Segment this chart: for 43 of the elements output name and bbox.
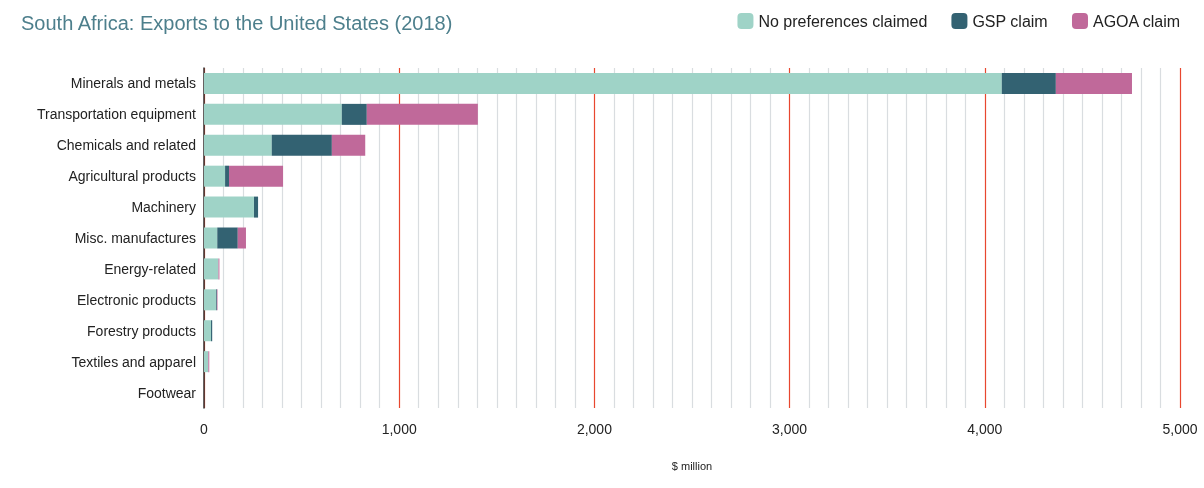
x-tick-label: 3,000 [772, 421, 808, 437]
bar [331, 134, 366, 156]
legend-label: No preferences claimed [758, 12, 928, 30]
bar [341, 103, 367, 125]
bar [237, 227, 246, 249]
x-axis-title: $ million [671, 459, 713, 472]
bar [204, 320, 212, 342]
bar [204, 72, 1002, 94]
x-tick-label: 1,000 [381, 421, 417, 437]
y-tick-label: Energy-related [104, 260, 196, 277]
bar [204, 134, 272, 156]
y-tick-label: Footwear [137, 384, 197, 401]
y-tick-label: Forestry products [87, 322, 196, 339]
x-tick-label: 0 [200, 421, 209, 437]
y-tick-label: Textiles and apparel [71, 353, 196, 370]
bar [217, 227, 238, 249]
bar [204, 103, 342, 125]
y-tick-label: Minerals and metals [70, 75, 196, 92]
bar [204, 227, 218, 249]
bar [204, 165, 226, 187]
bar [366, 103, 478, 125]
bar [1055, 72, 1132, 94]
y-tick-label: Machinery [131, 199, 196, 216]
legend-label: AGOA claim [1092, 12, 1181, 30]
legend-label: GSP claim [972, 12, 1048, 30]
chart-title: South Africa: Exports to the United States (2018) [21, 12, 453, 34]
y-tick-label: Electronic products [76, 291, 196, 308]
bar [228, 165, 284, 187]
bar [271, 134, 332, 156]
bar [204, 258, 219, 280]
bar [253, 196, 259, 218]
x-tick-label: 5,000 [1162, 421, 1198, 437]
y-tick-label: Chemicals and related [56, 137, 196, 154]
x-tick-label: 2,000 [576, 421, 613, 437]
bar [204, 351, 209, 373]
bar [204, 289, 217, 311]
x-tick-label: 4,000 [967, 421, 1003, 437]
bar [225, 165, 229, 187]
y-tick-label: Transportation equipment [36, 106, 197, 123]
y-tick-label: Misc. manufactures [74, 230, 196, 246]
y-tick-label: Agricultural products [68, 168, 196, 185]
bar [204, 196, 254, 218]
bar [1001, 72, 1056, 94]
